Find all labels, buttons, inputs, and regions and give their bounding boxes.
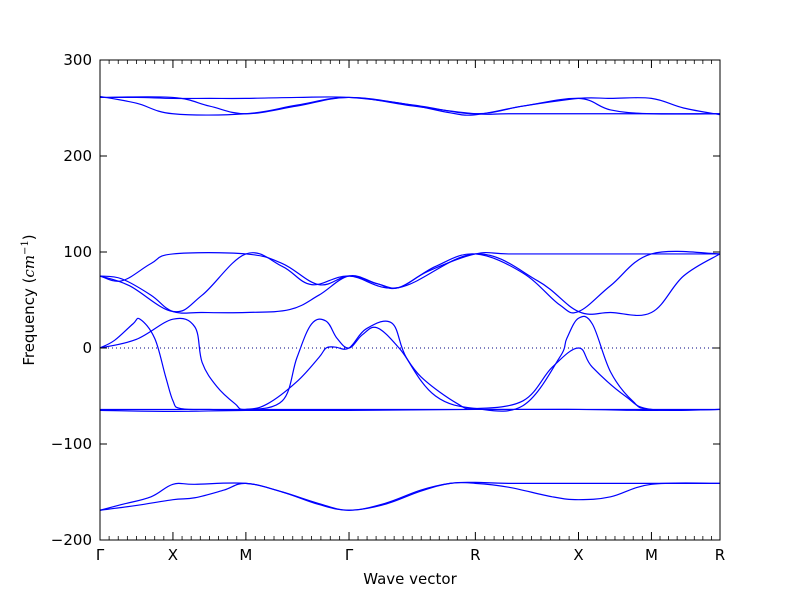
x-tick-label: M — [645, 546, 658, 564]
x-tick-label: Γ — [345, 546, 354, 564]
x-tick-label: R — [715, 546, 725, 564]
x-tick-label: X — [573, 546, 583, 564]
x-tick-label: Γ — [96, 546, 105, 564]
x-tick-label: X — [168, 546, 178, 564]
y-tick-label: 300 — [63, 51, 92, 69]
plot-background — [100, 60, 720, 540]
phonon-branch-12 — [99, 95, 720, 116]
plot-frame — [99, 59, 721, 541]
axes-layer: −200 −100 0 100 200 300 Γ X M Γ R X M R — [51, 51, 725, 564]
y-axis-title-sup: −1 — [20, 240, 31, 255]
x-axis-title: Wave vector — [363, 570, 457, 588]
phonon-branch-11 — [99, 96, 721, 115]
phonon-branch-6 — [99, 317, 721, 412]
y-axis-title-math: cm — [20, 255, 38, 278]
y-axis-title-close: ) — [20, 234, 38, 240]
y-axis-title-text: Frequency ( — [20, 278, 38, 366]
plot-area — [100, 60, 720, 540]
phonon-branch-9 — [99, 252, 721, 317]
phonon-branch-2 — [99, 481, 721, 511]
y-axis-title: Frequency (cm−1) — [20, 234, 38, 365]
y-tick-label: −100 — [51, 435, 92, 453]
phonon-branch-4 — [99, 408, 721, 412]
y-tick-label: 200 — [63, 147, 92, 165]
y-tick-label: 0 — [82, 339, 92, 357]
y-tick-label: −200 — [51, 531, 92, 549]
series-layer — [99, 95, 721, 511]
y-tick-label: 100 — [63, 243, 92, 261]
x-tick-label: R — [470, 546, 480, 564]
x-tick-label: M — [239, 546, 252, 564]
phonon-branch-5 — [99, 315, 721, 412]
